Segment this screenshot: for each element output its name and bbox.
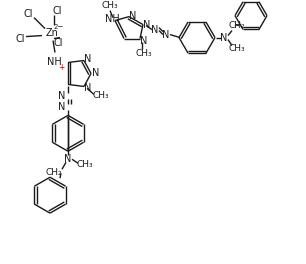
Text: Cl: Cl: [52, 6, 62, 16]
Text: N: N: [64, 154, 72, 164]
Text: Cl: Cl: [53, 37, 63, 48]
Text: N: N: [84, 54, 92, 64]
Text: CH₃: CH₃: [77, 160, 93, 169]
Text: CH₃: CH₃: [93, 91, 109, 100]
Text: CH₃: CH₃: [136, 49, 152, 58]
Text: +: +: [58, 63, 64, 72]
Text: N: N: [162, 30, 170, 40]
Text: N: N: [84, 83, 92, 93]
Text: CH₂: CH₂: [46, 168, 62, 177]
Text: Zn: Zn: [46, 27, 58, 37]
Text: CH₃: CH₃: [229, 44, 245, 53]
Text: N: N: [140, 36, 148, 46]
Text: N: N: [58, 91, 65, 101]
Text: N: N: [58, 102, 65, 112]
Text: N: N: [220, 32, 228, 43]
Text: N: N: [129, 11, 137, 21]
Text: NH: NH: [105, 14, 119, 23]
Text: CH₂: CH₂: [229, 21, 245, 30]
Text: N: N: [143, 20, 151, 30]
Text: NH: NH: [47, 58, 62, 68]
Text: Cl: Cl: [15, 34, 25, 44]
Text: N: N: [92, 68, 100, 78]
Text: Cl: Cl: [23, 9, 33, 19]
Text: CH₃: CH₃: [102, 1, 118, 10]
Text: N: N: [151, 25, 159, 35]
Text: 2−: 2−: [54, 23, 64, 30]
